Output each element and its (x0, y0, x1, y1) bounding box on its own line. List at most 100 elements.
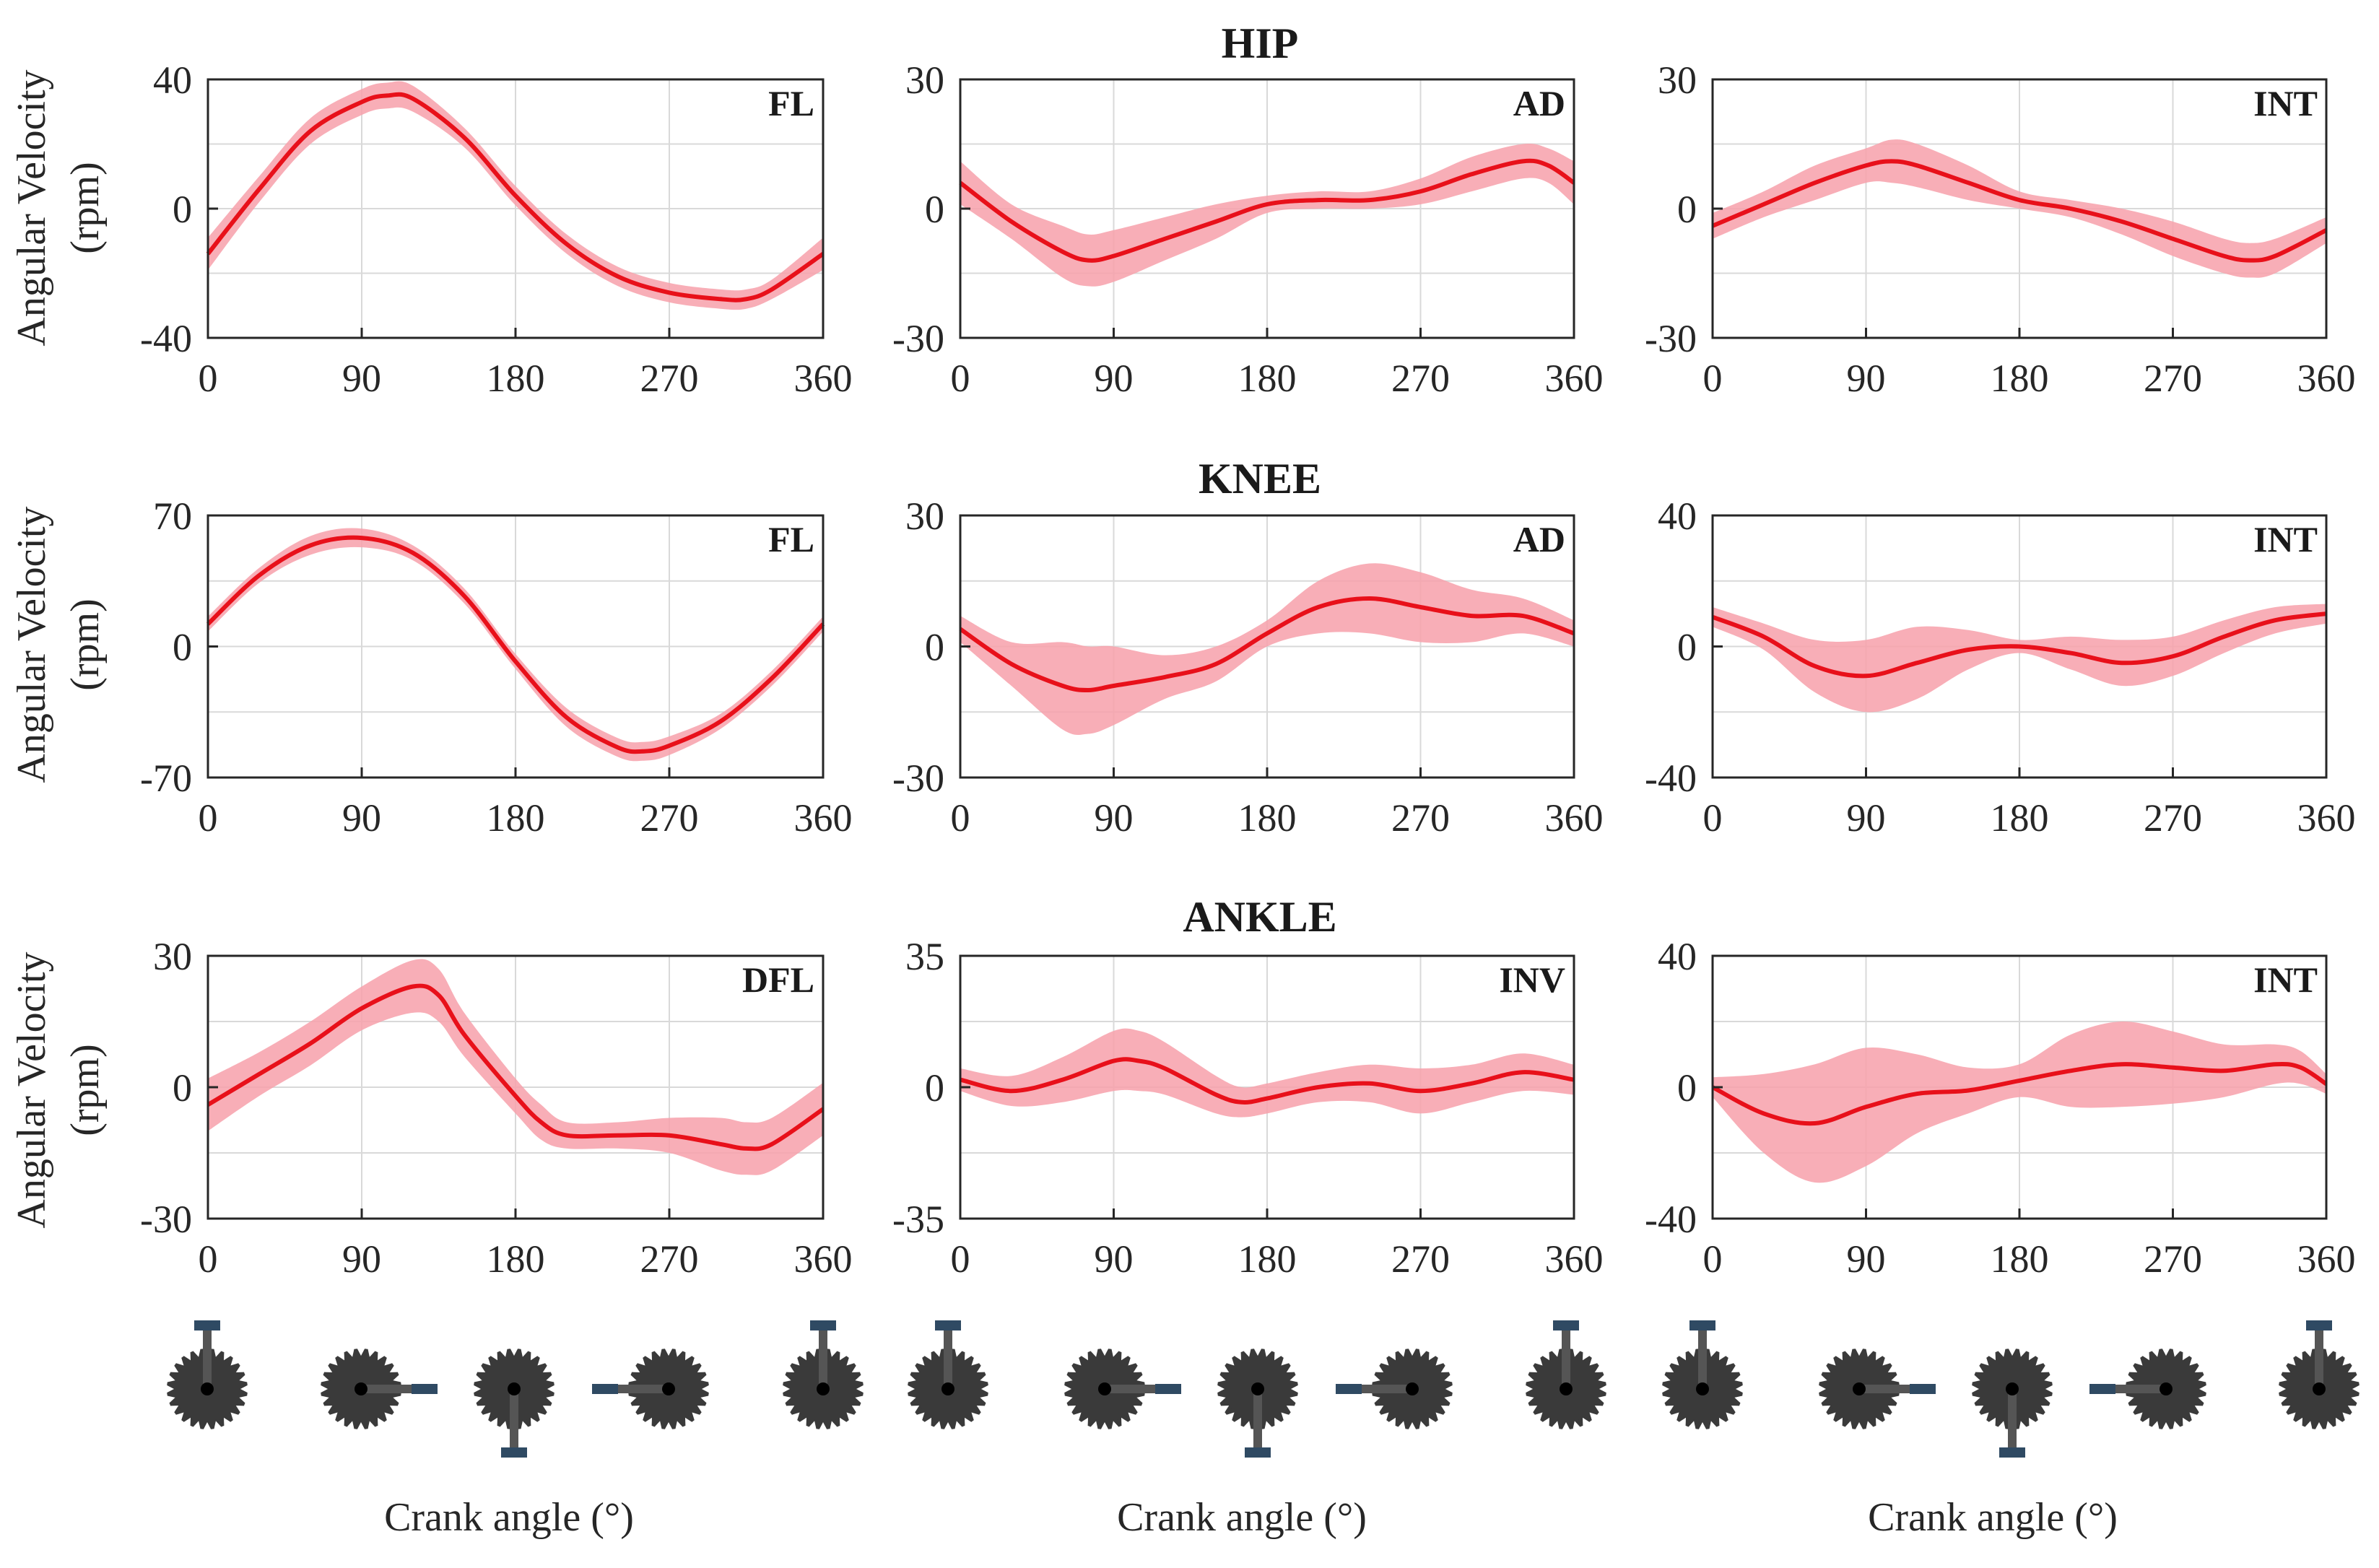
joint-title-knee: KNEE (1199, 455, 1321, 502)
sd-band (960, 1028, 1574, 1118)
panel-label: INT (2253, 83, 2318, 123)
y-tick-label: 0 (173, 626, 192, 669)
y-tick-label: 30 (153, 935, 192, 978)
crank-right-icon (1819, 1349, 1936, 1429)
x-axis-label-col-1: Crank angle (°) (384, 1495, 634, 1540)
x-tick-label: 0 (951, 796, 970, 840)
y-axis-label-row-3: Angular Velocity (rpm) (9, 951, 108, 1228)
y-tick-label: -40 (1645, 757, 1697, 800)
x-tick-label: 270 (2144, 1237, 2202, 1281)
x-tick-label: 270 (2144, 357, 2202, 400)
x-tick-label: 360 (1545, 796, 1604, 840)
y-tick-label: -30 (892, 757, 944, 800)
x-tick-label: 360 (794, 1237, 853, 1281)
y-tick-label: -30 (1645, 317, 1697, 360)
x-tick-label: 180 (1238, 1237, 1297, 1281)
x-tick-label: 0 (951, 357, 970, 400)
crank-right-icon (321, 1349, 438, 1429)
y-tick-label: 0 (1677, 188, 1697, 231)
panel-label: DFL (742, 959, 814, 1000)
crank-down-icon (1217, 1349, 1298, 1458)
x-tick-label: 270 (640, 357, 699, 400)
x-tick-label: 0 (1703, 1237, 1723, 1281)
x-tick-label: 90 (1847, 796, 1886, 840)
y-tick-label: 0 (173, 1066, 192, 1110)
x-tick-label: 0 (199, 357, 218, 400)
x-tick-label: 180 (1238, 796, 1297, 840)
ylabel-line2: (rpm) (63, 1044, 108, 1136)
x-tick-label: 180 (487, 357, 545, 400)
ylabel-line1: Angular Velocity (9, 69, 54, 346)
x-tick-label: 360 (2297, 796, 2356, 840)
y-tick-label: 70 (153, 495, 192, 538)
y-tick-label: 0 (925, 188, 944, 231)
x-tick-label: 270 (1391, 1237, 1450, 1281)
panel-label: INT (2253, 519, 2318, 559)
crank-up-icon (1526, 1320, 1606, 1429)
y-tick-label: 40 (1658, 495, 1697, 538)
sd-band (208, 959, 823, 1175)
x-tick-label: 90 (342, 796, 381, 840)
crank-left-icon (1336, 1349, 1453, 1429)
crank-left-icon (2089, 1349, 2206, 1429)
x-axis-label-col-2: Crank angle (°) (1117, 1495, 1367, 1540)
mean-line (1711, 1061, 2328, 1126)
joint-title-ankle: ANKLE (1183, 893, 1336, 941)
panel-label: AD (1513, 83, 1565, 123)
x-tick-label: 360 (794, 796, 853, 840)
crank-down-icon (474, 1349, 554, 1458)
crank-up-icon (1662, 1320, 1743, 1429)
y-axis-label-row-2: Angular Velocity (rpm) (9, 506, 108, 783)
x-tick-label: 180 (487, 796, 545, 840)
y-tick-label: 40 (1658, 935, 1697, 978)
y-tick-label: 30 (905, 58, 944, 102)
x-tick-label: 270 (640, 1237, 699, 1281)
panel-label: FL (768, 83, 814, 123)
mean-line (206, 92, 825, 302)
x-tick-label: 90 (342, 1237, 381, 1281)
mean-line (1711, 611, 2327, 679)
x-tick-label: 90 (1847, 1237, 1886, 1281)
x-tick-label: 0 (1703, 357, 1723, 400)
x-tick-label: 0 (951, 1237, 970, 1281)
sd-band (1713, 139, 2326, 278)
joint-title-hip: HIP (1222, 19, 1299, 67)
x-tick-label: 90 (342, 357, 381, 400)
mean-line (206, 535, 825, 754)
y-tick-label: -35 (892, 1198, 944, 1241)
x-tick-label: 90 (1095, 1237, 1134, 1281)
y-axis-label-row-1: Angular Velocity (rpm) (9, 69, 108, 346)
x-tick-label: 270 (1391, 796, 1450, 840)
crank-up-icon (908, 1320, 988, 1429)
mean-line (959, 158, 1575, 263)
x-tick-label: 180 (1991, 357, 2049, 400)
ylabel-line2: (rpm) (63, 598, 108, 691)
x-tick-label: 90 (1095, 357, 1134, 400)
y-tick-label: 0 (925, 626, 944, 669)
x-tick-label: 270 (1391, 357, 1450, 400)
crank-up-icon (167, 1320, 248, 1429)
sd-band (1713, 1021, 2326, 1183)
y-tick-label: 0 (173, 188, 192, 231)
y-tick-label: 0 (1677, 1066, 1697, 1110)
crank-left-icon (592, 1349, 709, 1429)
x-tick-label: 180 (1991, 1237, 2049, 1281)
x-tick-label: 180 (487, 1237, 545, 1281)
mean-line (206, 983, 825, 1151)
y-tick-label: -30 (140, 1198, 192, 1241)
panel-label: FL (768, 519, 814, 559)
y-tick-label: -40 (1645, 1198, 1697, 1241)
ylabel-line1: Angular Velocity (9, 951, 54, 1228)
x-tick-label: 270 (2144, 796, 2202, 840)
x-tick-label: 360 (1545, 1237, 1604, 1281)
crank-right-icon (1064, 1349, 1181, 1429)
x-tick-label: 360 (1545, 357, 1604, 400)
